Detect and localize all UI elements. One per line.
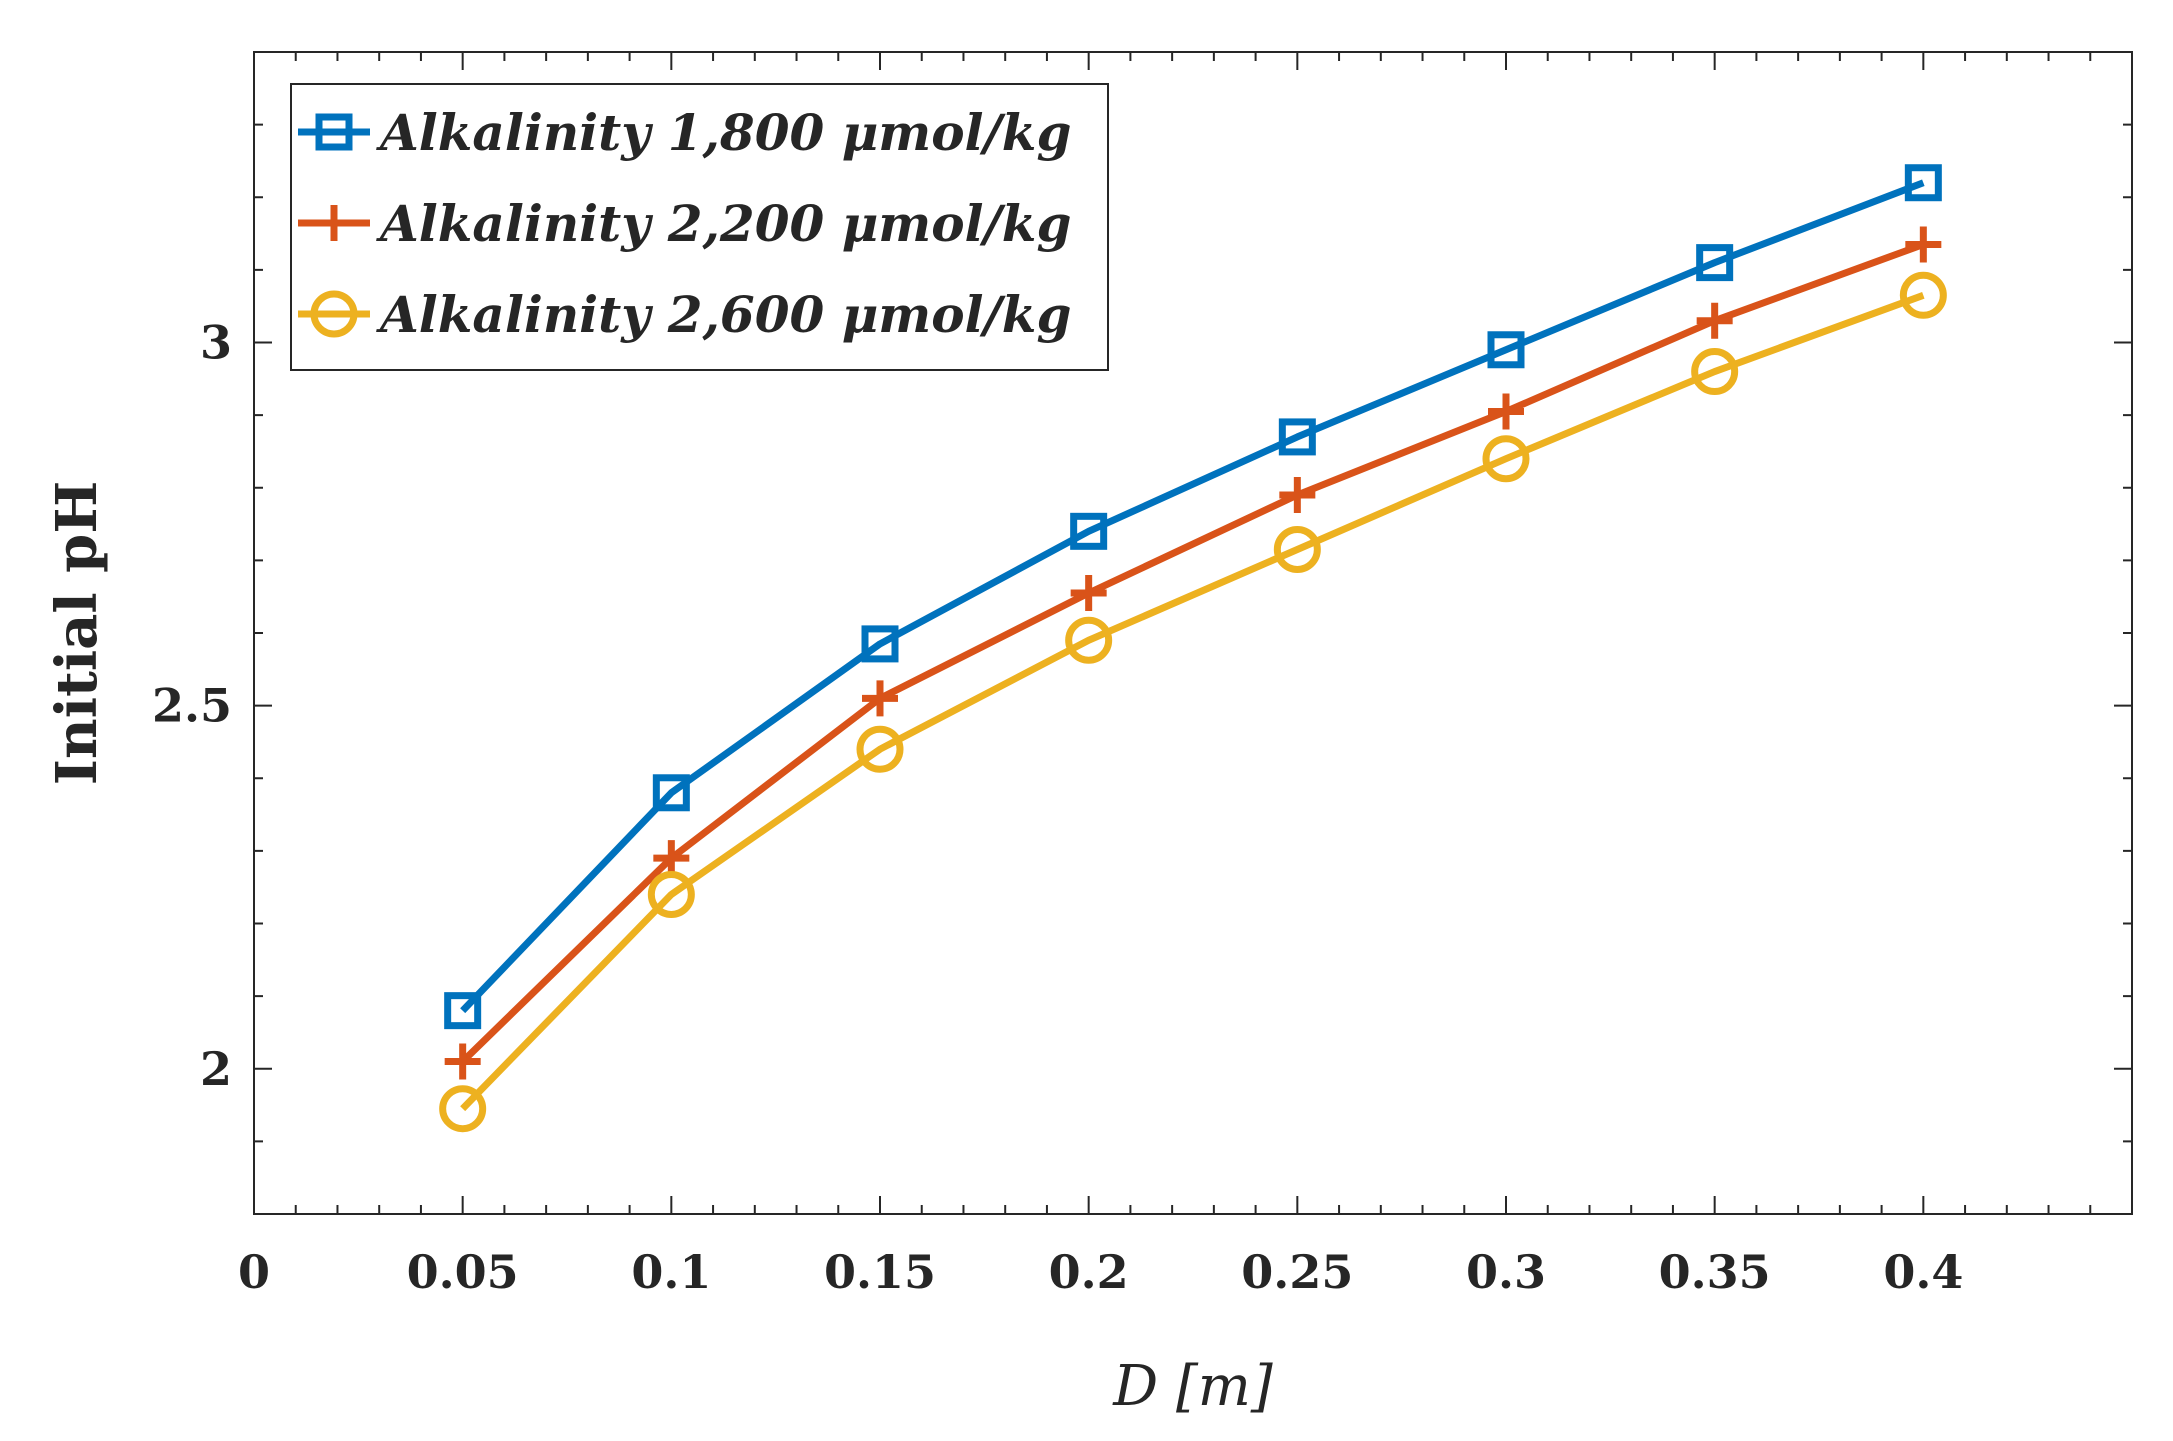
legend-entry-1: Alkalinity 1,800 μmol/kg	[298, 103, 1071, 162]
data-point-square	[1070, 512, 1108, 550]
legend-entry-2: Alkalinity 2,200 μmol/kg	[298, 194, 1071, 253]
series-group	[439, 164, 1947, 1133]
data-point-square	[1696, 244, 1734, 282]
series-line	[460, 292, 1925, 1112]
data-point-circle	[1065, 616, 1113, 664]
x-tick-label: 0.3	[1466, 1245, 1546, 1299]
data-point-circle	[647, 870, 695, 918]
x-tick-label: 0.1	[631, 1245, 711, 1299]
legend-marker-circle	[310, 290, 358, 338]
data-point-circle	[856, 725, 904, 773]
x-axis-label: D [m]	[1112, 1354, 1273, 1419]
axis-tick-labels: 0 0.05 0.1 0.15 0.2 0.25 0.3 0.35 0.4 2 2.5 3	[152, 316, 1963, 1300]
data-point-square	[1278, 418, 1316, 456]
y-tick-label: 2.5	[152, 679, 232, 733]
data-point-plus	[1070, 575, 1107, 612]
legend-entry-3: Alkalinity 2,600 μmol/kg	[298, 285, 1071, 344]
data-point-circle	[439, 1085, 487, 1133]
y-tick-label: 3	[200, 316, 232, 370]
data-point-plus	[1488, 393, 1524, 430]
x-tick-label: 0.25	[1241, 1245, 1353, 1299]
x-tick-label: 0.2	[1049, 1245, 1129, 1299]
data-point-square	[652, 774, 690, 812]
legend-marker-plus	[316, 205, 352, 241]
x-tick-label: 0.05	[407, 1245, 519, 1299]
legend-label: Alkalinity 2,600 μmol/kg	[376, 285, 1071, 344]
legend-label: Alkalinity 1,800 μmol/kg	[376, 103, 1071, 162]
data-point-plus	[862, 680, 898, 717]
data-point-plus	[1279, 477, 1316, 514]
legend-label: Alkalinity 2,200 μmol/kg	[376, 194, 1071, 253]
data-point-square	[444, 992, 482, 1030]
data-point-circle	[1899, 271, 1947, 319]
x-tick-label: 0.35	[1659, 1245, 1771, 1299]
data-point-square	[861, 625, 899, 663]
series-3	[439, 271, 1947, 1133]
data-point-plus	[1696, 302, 1733, 339]
series-1	[444, 164, 1942, 1030]
series-2	[444, 226, 1942, 1080]
data-point-circle	[1691, 348, 1739, 396]
legend-marker-square	[315, 113, 353, 151]
legend: Alkalinity 1,800 μmol/kg Alkalinity 2,200…	[290, 83, 1109, 371]
data-point-circle	[1482, 435, 1530, 483]
y-tick-label: 2	[200, 1042, 232, 1096]
data-point-plus	[1905, 226, 1942, 263]
x-tick-label: 0.4	[1883, 1245, 1963, 1299]
data-point-plus	[444, 1043, 481, 1080]
x-tick-label: 0	[238, 1245, 270, 1299]
x-tick-label: 0.15	[824, 1245, 936, 1299]
legend-box	[290, 83, 1109, 371]
series-line	[460, 179, 1925, 1014]
series-line	[460, 241, 1925, 1064]
data-point-plus	[653, 840, 690, 877]
data-point-square	[1487, 331, 1525, 369]
data-point-circle	[1273, 525, 1321, 573]
y-axis-label: Initial pH	[44, 481, 110, 785]
axis-ticks	[253, 52, 2132, 1214]
plot-frame	[253, 51, 2133, 1215]
data-point-square	[1904, 164, 1942, 202]
